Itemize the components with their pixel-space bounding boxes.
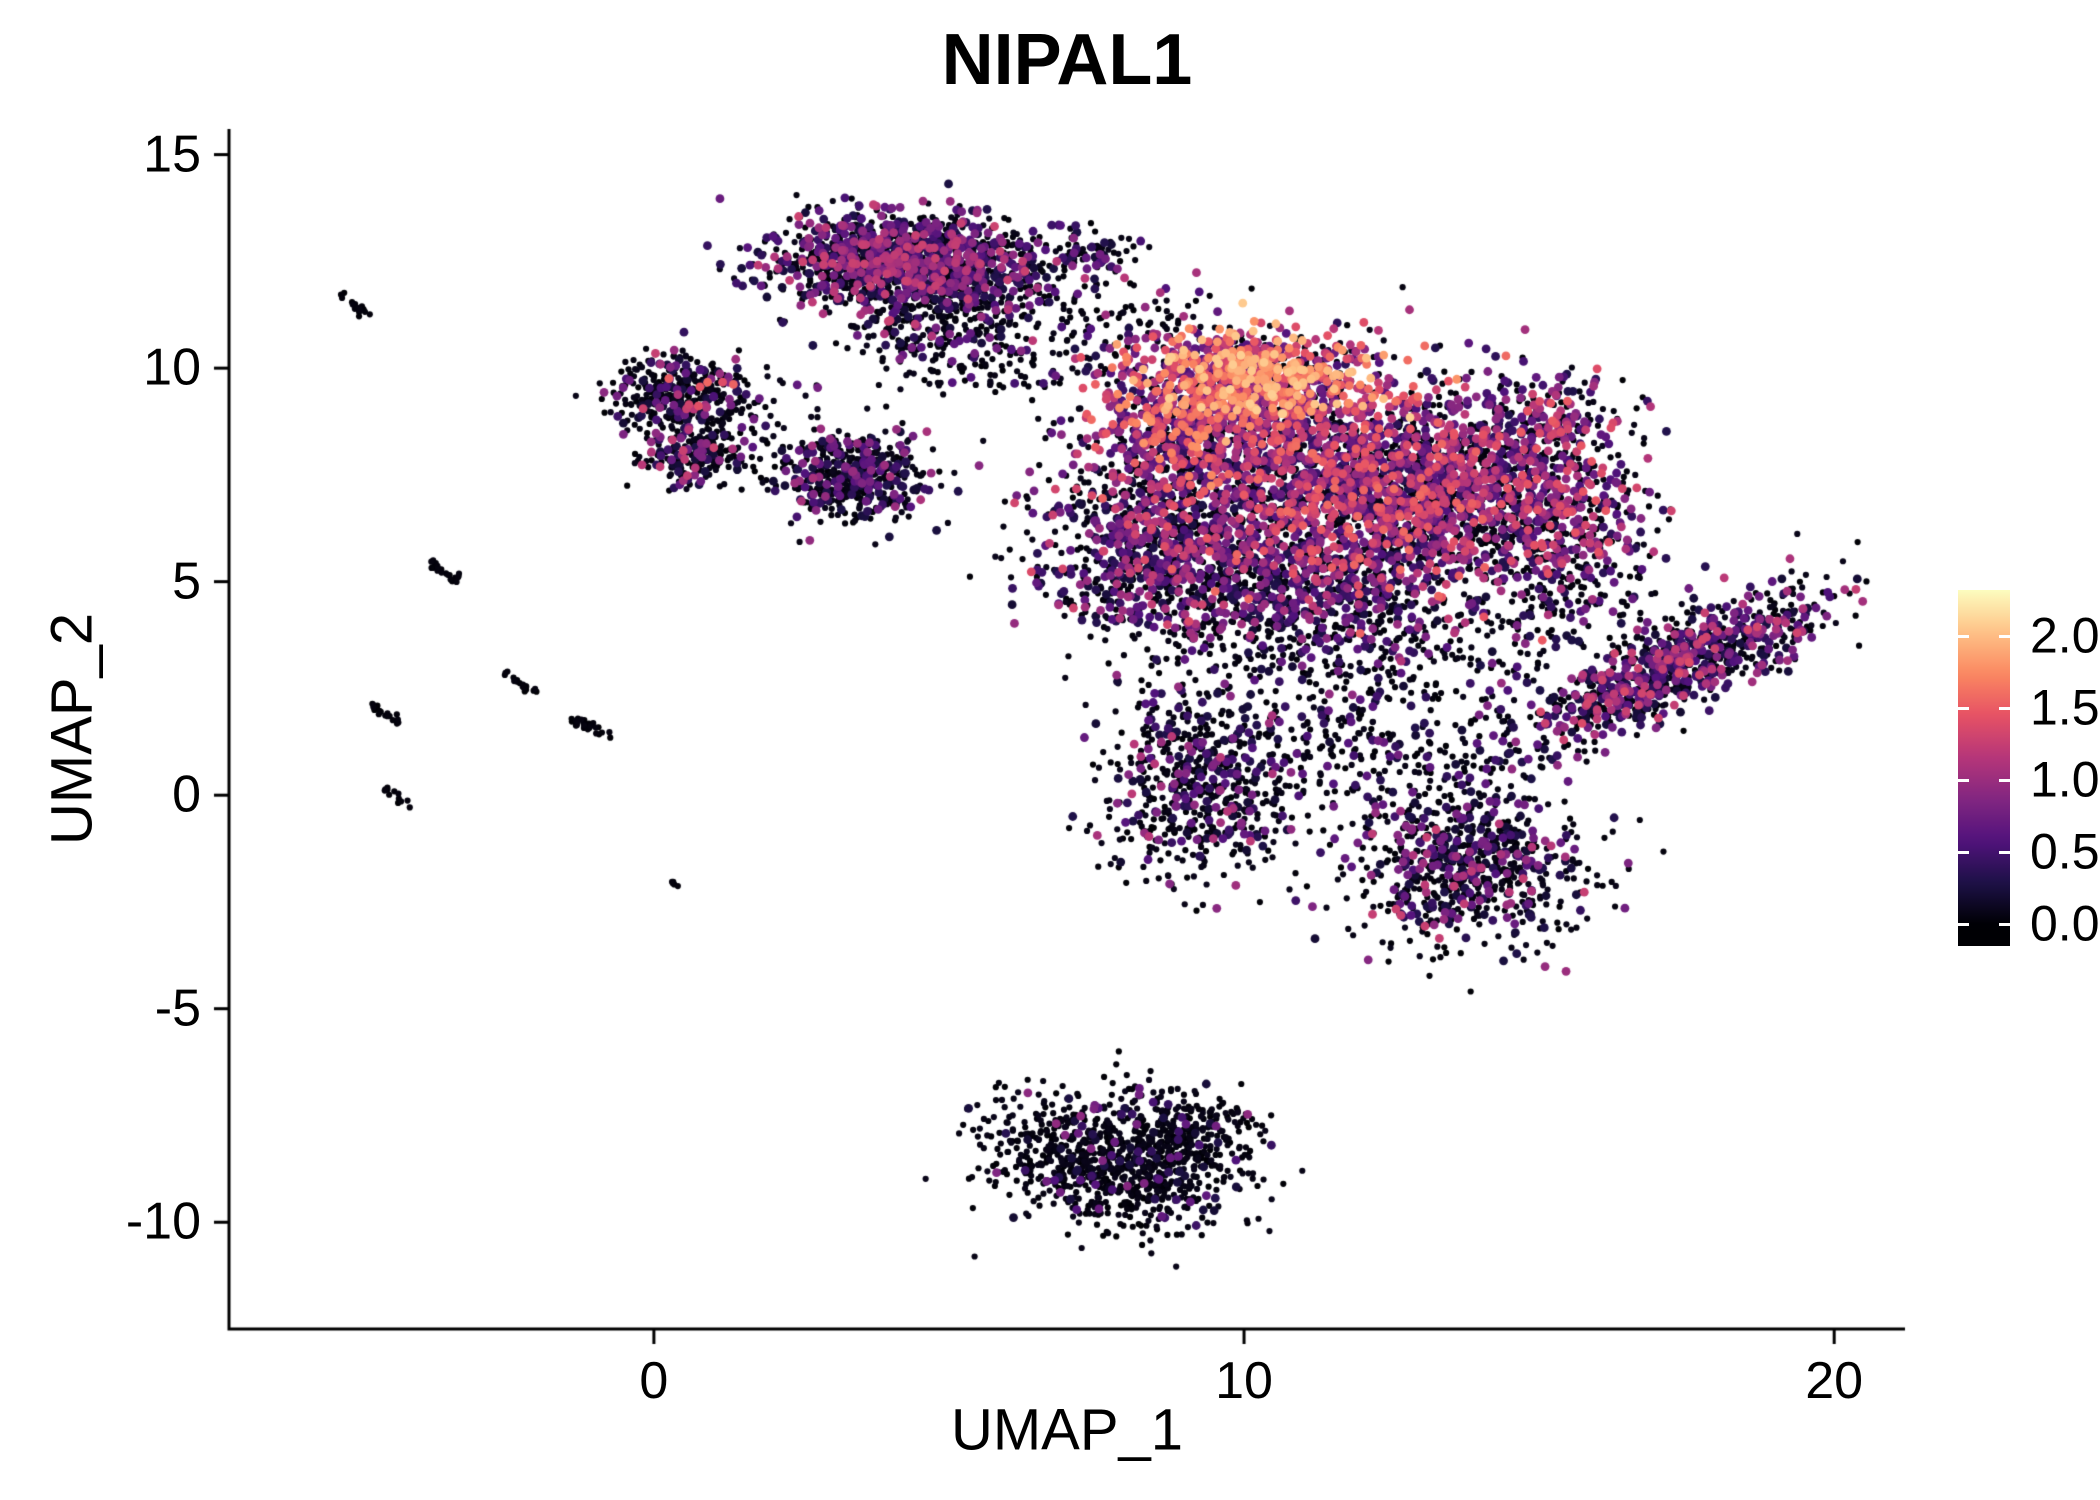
y-tick-label: -5	[154, 979, 201, 1038]
y-axis-label: UMAP_2	[39, 612, 105, 846]
colorbar-tick-mark	[1999, 706, 2010, 710]
colorbar-tick-label: 2.0	[2030, 607, 2100, 664]
x-tick-label: 20	[1805, 1352, 1864, 1410]
y-tick-label: 0	[172, 765, 201, 824]
colorbar-tick-label: 1.5	[2030, 679, 2100, 736]
colorbar-tick-mark	[1999, 778, 2010, 782]
colorbar-tick-mark	[1999, 634, 2010, 638]
y-tick-label: 10	[143, 338, 201, 397]
x-tick-label: 10	[1215, 1352, 1273, 1410]
y-tick-label: 15	[143, 125, 201, 184]
colorbar-tick-label: 1.0	[2030, 751, 2100, 808]
x-tick-label: 0	[639, 1352, 669, 1410]
colorbar-tick-mark	[1958, 922, 1969, 926]
colorbar-tick-mark	[1958, 778, 1969, 782]
plot-title: NIPAL1	[941, 20, 1193, 100]
colorbar-gradient	[1958, 590, 2010, 946]
colorbar-tick-mark	[1999, 922, 2010, 926]
colorbar-tick-mark	[1958, 706, 1969, 710]
colorbar-tick-mark	[1958, 850, 1969, 854]
colorbar-tick-label: 0.5	[2030, 823, 2100, 880]
y-tick-label: -10	[125, 1192, 201, 1251]
colorbar-tick-label: 0.0	[2030, 895, 2100, 952]
x-axis-label: UMAP_1	[950, 1397, 1184, 1463]
y-tick-label: 5	[172, 552, 201, 611]
colorbar-tick-mark	[1958, 634, 1969, 638]
colorbar-tick-mark	[1999, 850, 2010, 854]
